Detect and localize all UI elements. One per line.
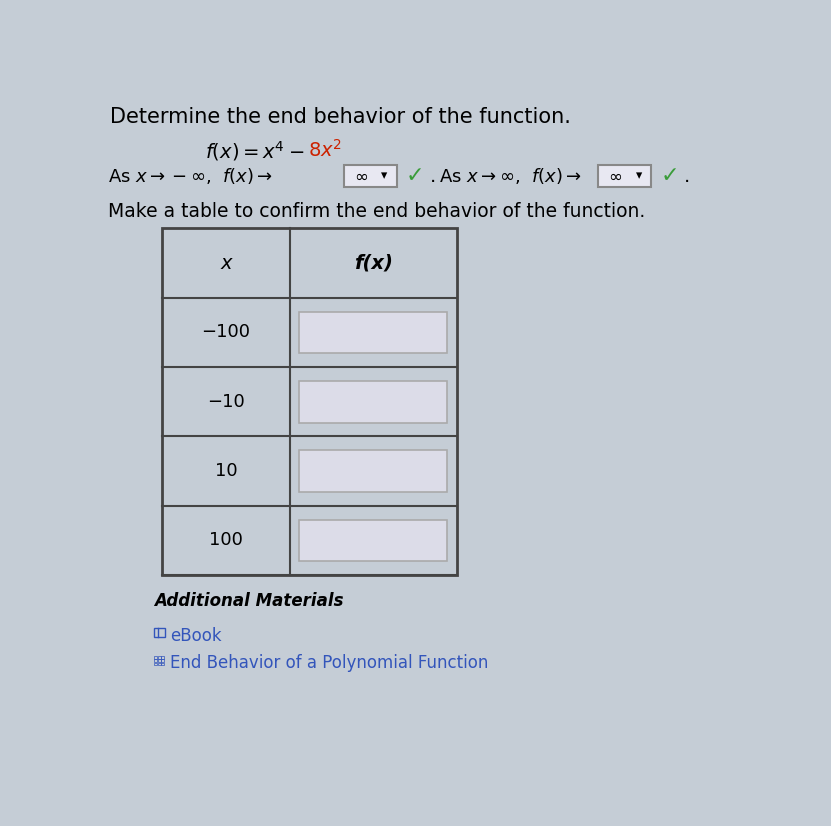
Bar (161, 659, 164, 662)
Bar (162, 229, 456, 575)
Bar (162, 506, 456, 575)
Text: $8x^2$: $8x^2$ (307, 139, 342, 161)
Text: −100: −100 (201, 324, 250, 341)
Text: eBook: eBook (170, 627, 221, 644)
Bar (161, 656, 164, 659)
Text: Additional Materials: Additional Materials (155, 592, 344, 610)
Bar (162, 367, 456, 436)
Text: As $x \rightarrow \infty$,  $f(x) \rightarrow$: As $x \rightarrow \infty$, $f(x) \righta… (439, 166, 582, 186)
Bar (598, 165, 651, 187)
Text: x: x (220, 254, 232, 273)
Bar (158, 656, 160, 659)
Text: ▾: ▾ (636, 169, 642, 183)
Text: $\infty$: $\infty$ (608, 167, 622, 185)
Text: $\infty$: $\infty$ (354, 167, 368, 185)
Bar (162, 436, 456, 506)
Text: f(x): f(x) (354, 254, 392, 273)
Bar (161, 662, 164, 666)
Bar (299, 311, 447, 354)
Bar (162, 229, 456, 298)
Text: As $x \rightarrow -\infty$,  $f(x) \rightarrow$: As $x \rightarrow -\infty$, $f(x) \right… (108, 166, 273, 186)
Bar (155, 662, 157, 666)
Bar (344, 165, 397, 187)
Bar (155, 628, 165, 637)
Bar (158, 659, 160, 662)
Text: .: . (684, 167, 690, 186)
Bar (299, 450, 447, 491)
Text: 10: 10 (214, 462, 237, 480)
Text: −10: −10 (207, 392, 245, 411)
Text: ✓: ✓ (661, 166, 679, 186)
Text: $f(x) = x^4 - $: $f(x) = x^4 - $ (204, 139, 304, 163)
Bar (158, 662, 160, 666)
Text: Make a table to confirm the end behavior of the function.: Make a table to confirm the end behavior… (108, 202, 645, 221)
Bar (299, 520, 447, 561)
Text: ▾: ▾ (381, 169, 387, 183)
Text: Determine the end behavior of the function.: Determine the end behavior of the functi… (110, 107, 571, 127)
Text: .: . (430, 167, 435, 186)
Bar (155, 659, 157, 662)
Bar (162, 298, 456, 367)
Text: End Behavior of a Polynomial Function: End Behavior of a Polynomial Function (170, 654, 488, 672)
Text: 100: 100 (209, 531, 243, 549)
Text: ✓: ✓ (406, 166, 425, 186)
Bar (299, 381, 447, 423)
Bar (155, 656, 157, 659)
